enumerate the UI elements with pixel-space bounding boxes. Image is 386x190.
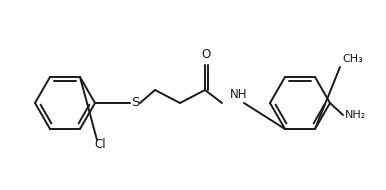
Text: NH₂: NH₂ [345, 110, 366, 120]
Text: CH₃: CH₃ [342, 54, 363, 64]
Text: O: O [201, 48, 211, 61]
Text: NH: NH [230, 88, 247, 101]
Text: Cl: Cl [94, 139, 106, 151]
Text: S: S [131, 97, 139, 109]
